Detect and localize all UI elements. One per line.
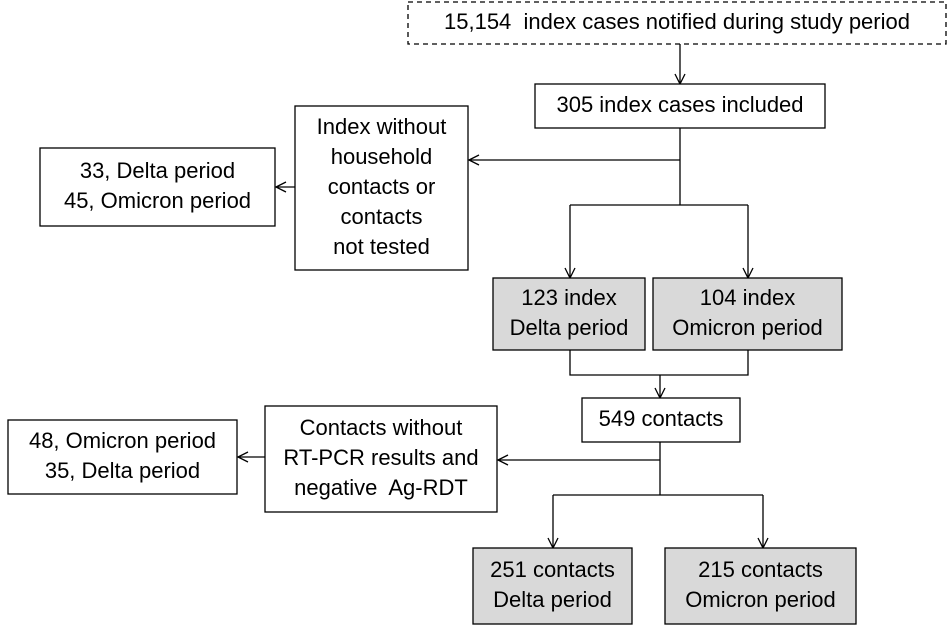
node-label: contacts [341,204,423,229]
node-box [492,277,646,351]
connectors [238,44,763,548]
node-box [264,405,498,513]
node-label: not tested [333,234,430,259]
node-label: negative Ag-RDT [294,475,468,500]
node-box [407,1,947,45]
node-label: Contacts without [300,415,463,440]
node-label: RT-PCR results and [283,445,478,470]
node-label: 251 contacts [490,557,615,582]
node-label: contacts or [328,174,436,199]
node-label: 549 contacts [599,406,724,431]
node-box [534,83,826,129]
node-label: 215 contacts [698,557,823,582]
node-label: 104 index [700,285,795,310]
node-label: 33, Delta period [80,158,235,183]
node-label: Omicron period [672,315,822,340]
node-label: Index without [317,114,447,139]
node-box [652,277,843,351]
node-label: 45, Omicron period [64,188,251,213]
node-box [472,547,633,625]
node-label: 35, Delta period [45,458,200,483]
node-box [664,547,857,625]
node-label: Delta period [493,587,612,612]
connector [569,350,749,376]
node-box [581,397,741,443]
node-label: 48, Omicron period [29,428,216,453]
node-label: 123 index [521,285,616,310]
node-box [294,105,469,271]
node-label: household [331,144,433,169]
node-label: Delta period [510,315,629,340]
node-box [39,147,276,227]
node-label: 305 index cases included [556,92,803,117]
node-box [7,419,238,495]
node-label: 15,154 index cases notified during study… [444,9,910,34]
node-label: Omicron period [685,587,835,612]
